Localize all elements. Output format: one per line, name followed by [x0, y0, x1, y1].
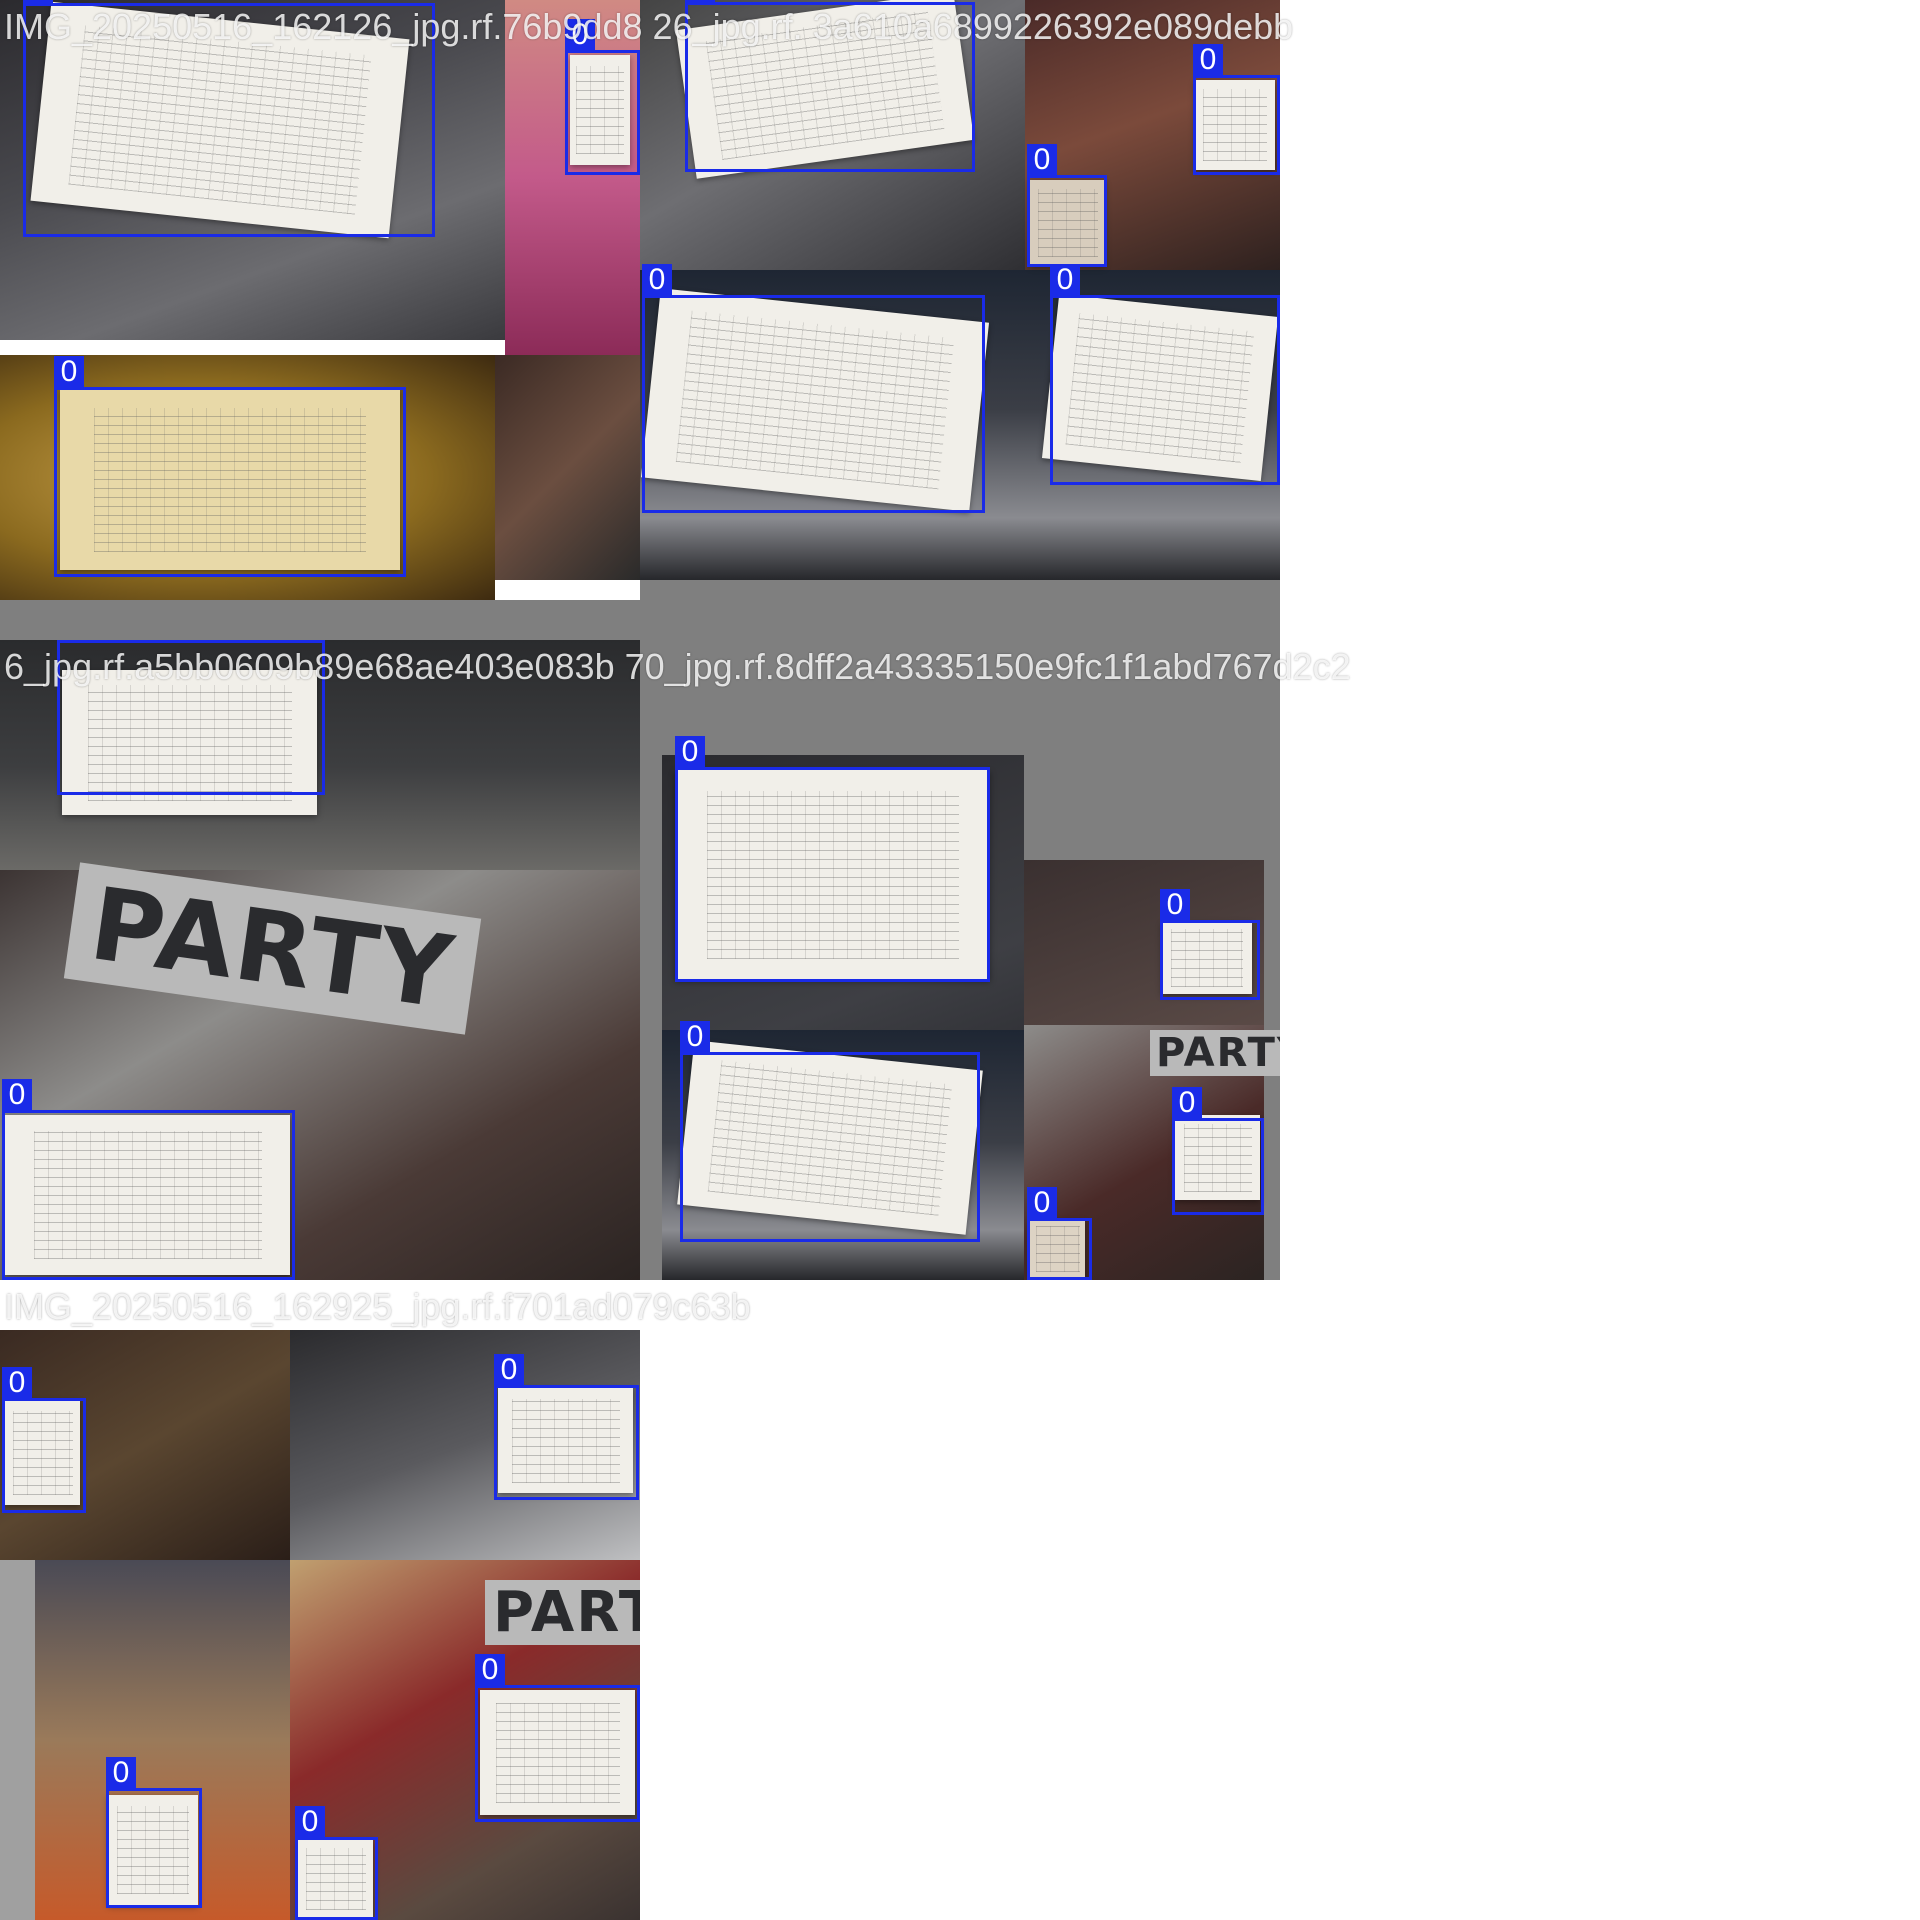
detection-box: 0: [295, 1806, 378, 1920]
mosaic-tile: 0 0 0 0 0: [640, 0, 1280, 640]
class-label: 0: [2, 1367, 32, 1399]
paper-sheet: [108, 1795, 198, 1905]
paper-sheet: [298, 1840, 373, 1918]
image-caption: IMG_20250516_162925_jpg.rf.f701ad079c63b: [4, 1286, 751, 1327]
gray-padding: [0, 1560, 35, 1920]
detection-box: 0: [1193, 44, 1280, 175]
class-label: 0: [295, 1806, 325, 1838]
detection-box: 0: [2, 1079, 295, 1280]
paper-sheet: [1030, 1220, 1085, 1278]
paper-sheet: [5, 1115, 290, 1275]
image-caption: 6_jpg.rf.a5bb0609b89e68ae403e083b 70_jpg…: [4, 646, 1351, 687]
class-label: 0: [565, 19, 595, 51]
class-label: 0: [57, 640, 87, 641]
detection-box: 0: [1172, 1087, 1264, 1215]
detection-box: 0: [1027, 1187, 1092, 1280]
paper-sheet: [1175, 1115, 1260, 1200]
shirt-print: PARTY: [1150, 1030, 1280, 1076]
class-label: 0: [1027, 1187, 1057, 1219]
detection-box: 0: [675, 736, 990, 982]
detection-box: 0: [57, 640, 325, 795]
shirt-print: PARTY: [485, 1580, 640, 1645]
paper-sheet: [570, 55, 630, 165]
detection-box: 0: [494, 1354, 639, 1500]
paper-sheet: [1030, 180, 1105, 265]
class-label: 0: [1172, 1087, 1202, 1119]
class-label: 0: [106, 1757, 136, 1789]
detection-box: 0: [475, 1654, 640, 1822]
class-label: 0: [2, 1079, 32, 1111]
detection-box: 0: [642, 264, 985, 513]
detection-box: 0: [1027, 144, 1107, 267]
mosaic-tile: 0 0 0: [0, 0, 640, 640]
class-label: 0: [1160, 889, 1190, 921]
paper-sheet: [498, 1388, 633, 1493]
mosaic-tile: PARTY 0 0 0 0 0: [640, 640, 1280, 1280]
mosaic-tile: PARTY 0 0: [0, 640, 640, 1280]
image-caption: IMG_20250516_162126_jpg.rf.76b9dd8 26_jp…: [4, 6, 1294, 47]
detection-box: 0: [1160, 889, 1260, 1000]
class-label: 0: [475, 1654, 505, 1686]
mosaic-tile: PARTY 0 0 0 0 0: [0, 1280, 640, 1920]
paper-sheet: [1195, 80, 1275, 170]
detection-box: 0: [565, 19, 640, 175]
paper-sheet: [5, 1400, 80, 1505]
detection-box: 0: [2, 1367, 86, 1513]
detection-box: 0: [106, 1757, 202, 1908]
class-label: 0: [23, 0, 53, 4]
class-label: 0: [1193, 44, 1223, 76]
paper-sheet: [1162, 922, 1252, 994]
class-label: 0: [494, 1354, 524, 1386]
class-label: 0: [1027, 144, 1057, 176]
class-label: 0: [642, 264, 672, 296]
detection-box: 0: [23, 0, 435, 237]
paper-sheet: [675, 770, 990, 980]
class-label: 0: [675, 736, 705, 768]
gray-padding: [640, 580, 1280, 640]
class-label: 0: [685, 0, 715, 3]
class-label: 0: [1050, 264, 1080, 296]
photo-floor-feet: [495, 355, 640, 580]
class-label: 0: [54, 356, 84, 388]
class-label: 0: [680, 1021, 710, 1053]
detection-box: 0: [680, 1021, 980, 1242]
detection-box: 0: [54, 356, 406, 577]
detection-box: 0: [685, 0, 975, 172]
detection-box: 0: [1050, 264, 1280, 485]
paper-sheet: [480, 1690, 635, 1815]
paper-sheet: [62, 670, 317, 815]
gray-padding: [0, 600, 640, 640]
paper-sheet: [60, 390, 400, 570]
